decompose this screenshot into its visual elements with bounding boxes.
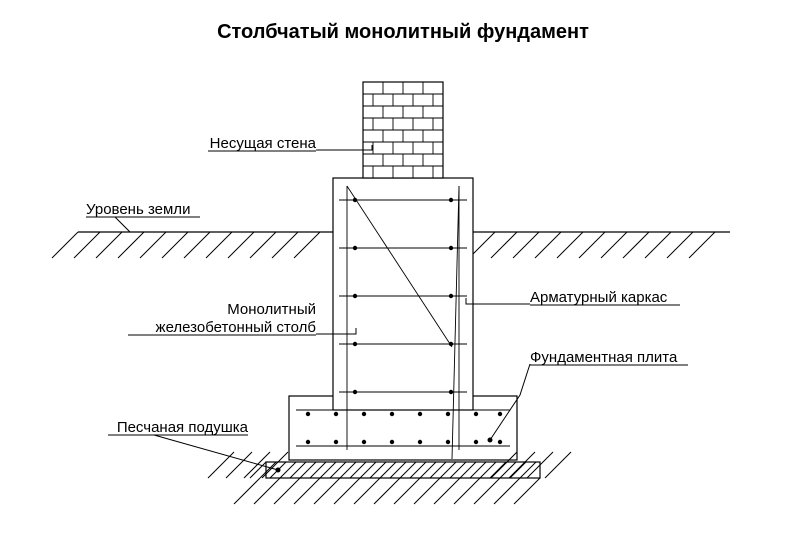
label-text: Арматурный каркас [530, 289, 668, 306]
diagram-title: Столбчатый монолитный фундамент [217, 21, 589, 43]
label-text: Песчаная подушка [117, 419, 249, 436]
label-sand: Песчаная подушка [108, 419, 281, 473]
bearing-wall [363, 82, 443, 178]
label-ground: Уровень земли [86, 201, 200, 232]
leader-dot-icon [488, 438, 493, 443]
foundation-diagram: Столбчатый монолитный фундамент Несущая с… [0, 0, 807, 538]
label-rebar: Арматурный каркас [466, 289, 680, 306]
label-text: Уровень земли [86, 201, 190, 218]
label-leader [154, 435, 278, 470]
label-text: Несущая стена [210, 135, 317, 152]
hatch-ground-left [52, 232, 320, 258]
label-leader [466, 298, 530, 304]
monolithic-column [333, 178, 473, 410]
leader-dot-icon [276, 468, 281, 473]
label-text: Монолитный [227, 301, 316, 318]
hatch-ground-right [447, 232, 715, 258]
hatch-below-pad [234, 478, 540, 504]
label-pillar: Монолитныйжелезобетонный столб [128, 301, 356, 336]
label-leader [115, 217, 130, 232]
label-text: железобетонный столб [156, 319, 316, 336]
label-text: Фундаментная плита [530, 349, 678, 366]
label-wall: Несущая стена [208, 135, 372, 152]
